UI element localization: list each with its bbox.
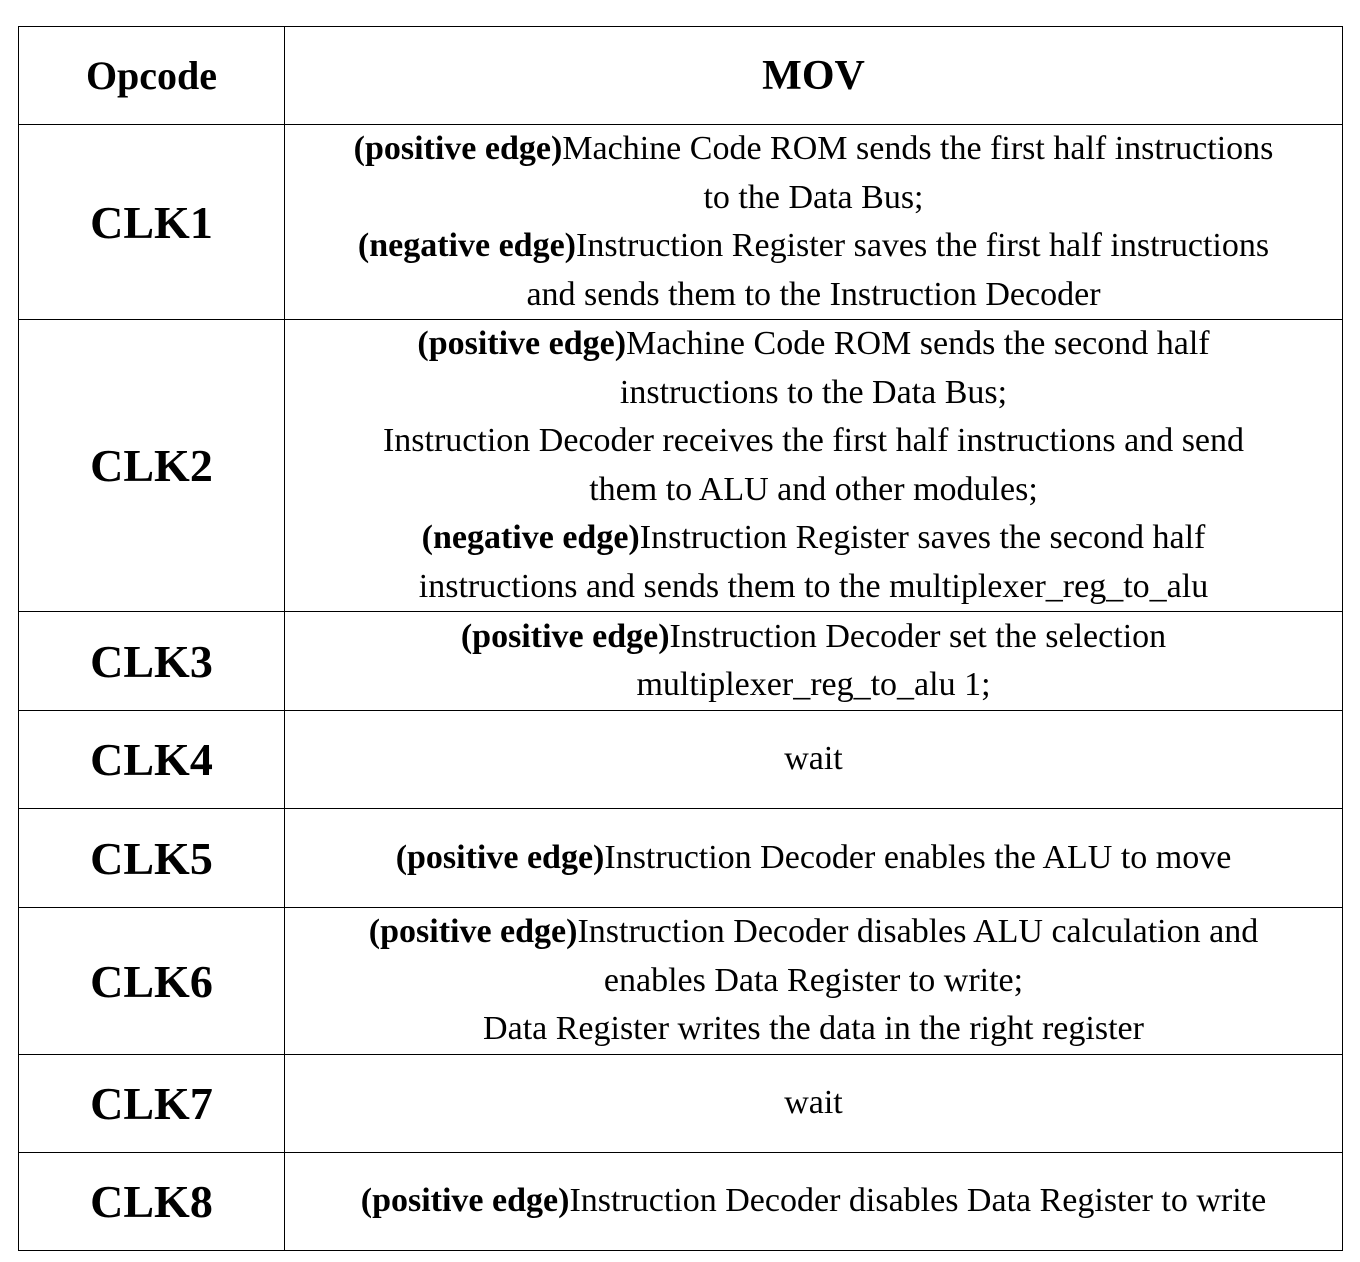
description-line: enables Data Register to write; <box>293 957 1334 1006</box>
description-text: Instruction Decoder disables ALU calcula… <box>577 913 1259 951</box>
description-line: (positive edge)Instruction Decoder enabl… <box>293 834 1334 883</box>
description-line: (positive edge)Machine Code ROM sends th… <box>293 320 1334 369</box>
table-row: CLK2 (positive edge)Machine Code ROM sen… <box>18 319 1343 612</box>
edge-label: (positive edge) <box>360 1182 570 1220</box>
table-row: CLK5 (positive edge)Instruction Decoder … <box>18 808 1343 908</box>
description-line: Instruction Decoder receives the first h… <box>293 417 1334 466</box>
edge-label: (positive edge) <box>353 130 563 167</box>
description-text: Instruction Decoder receives the first h… <box>382 422 1245 459</box>
edge-label: (negative edge) <box>421 519 640 556</box>
description-cell: (positive edge)Instruction Decoder enabl… <box>284 808 1343 908</box>
edge-label: (positive edge) <box>395 838 605 876</box>
description-line: wait <box>293 1079 1334 1128</box>
description-line: (positive edge)Instruction Decoder disab… <box>293 1177 1334 1226</box>
description-text: wait <box>784 740 843 778</box>
clock-cell: CLK5 <box>18 808 285 908</box>
table-row: CLK4 wait <box>18 710 1343 809</box>
table-row: CLK6 (positive edge)Instruction Decoder … <box>18 907 1343 1055</box>
description-text: Instruction Decoder set the selection <box>669 617 1167 655</box>
table-row: CLK8 (positive edge)Instruction Decoder … <box>18 1152 1343 1251</box>
edge-label: (positive edge) <box>460 617 670 655</box>
mov-timing-table: Opcode MOV CLK1 (positive edge)Machine C… <box>18 26 1343 1251</box>
description-line: to the Data Bus; <box>293 174 1334 223</box>
description-line: (negative edge)Instruction Register save… <box>293 222 1334 271</box>
description-line: (positive edge)Instruction Decoder disab… <box>293 908 1334 957</box>
mov-header: MOV <box>284 26 1343 125</box>
description-cell: (positive edge)Machine Code ROM sends th… <box>284 124 1343 320</box>
description-line: instructions to the Data Bus; <box>293 369 1334 418</box>
edge-label: (positive edge) <box>368 913 578 951</box>
table-row: CLK3 (positive edge)Instruction Decoder … <box>18 611 1343 711</box>
description-text: Instruction Register saves the second ha… <box>639 519 1206 556</box>
clock-cell: CLK1 <box>18 124 285 320</box>
clock-cell: CLK7 <box>18 1054 285 1153</box>
description-line: them to ALU and other modules; <box>293 466 1334 515</box>
description-line: Data Register writes the data in the rig… <box>293 1005 1334 1054</box>
clock-cell: CLK2 <box>18 319 285 612</box>
clock-cell: CLK6 <box>18 907 285 1055</box>
description-cell: (positive edge)Instruction Decoder set t… <box>284 611 1343 711</box>
description-text: multiplexer_reg_to_alu 1; <box>636 666 991 703</box>
edge-label: (negative edge) <box>357 227 576 264</box>
description-line: and sends them to the Instruction Decode… <box>293 271 1334 320</box>
description-text: wait <box>784 1084 843 1122</box>
description-line: (negative edge)Instruction Register save… <box>293 514 1334 563</box>
description-text: instructions and sends them to the multi… <box>418 567 1209 605</box>
description-text: instructions to the Data Bus; <box>619 373 1008 411</box>
description-cell: (positive edge)Machine Code ROM sends th… <box>284 319 1343 612</box>
description-text: and sends them to the Instruction Decode… <box>526 275 1101 313</box>
description-line: (positive edge)Machine Code ROM sends th… <box>293 125 1334 174</box>
header-row: Opcode MOV <box>18 26 1343 125</box>
edge-label: (positive edge) <box>417 325 627 362</box>
description-line: (positive edge)Instruction Decoder set t… <box>293 613 1334 662</box>
description-cell: (positive edge)Instruction Decoder disab… <box>284 1152 1343 1251</box>
description-cell: (positive edge)Instruction Decoder disab… <box>284 907 1343 1055</box>
description-text: them to ALU and other modules; <box>589 470 1038 508</box>
description-line: wait <box>293 735 1334 784</box>
table-row: CLK7 wait <box>18 1054 1343 1153</box>
description-text: enables Data Register to write; <box>603 961 1024 999</box>
description-cell: wait <box>284 1054 1343 1153</box>
clock-cell: CLK3 <box>18 611 285 711</box>
clock-cell: CLK4 <box>18 710 285 809</box>
description-text: Machine Code ROM sends the second half <box>626 325 1210 362</box>
clock-cell: CLK8 <box>18 1152 285 1251</box>
description-line: instructions and sends them to the multi… <box>293 563 1334 612</box>
table-row: CLK1 (positive edge)Machine Code ROM sen… <box>18 124 1343 320</box>
description-text: Instruction Register saves the first hal… <box>576 227 1270 264</box>
description-text: to the Data Bus; <box>703 178 924 216</box>
description-text: Machine Code ROM sends the first half in… <box>562 130 1274 167</box>
description-text: Instruction Decoder enables the ALU to m… <box>604 838 1232 876</box>
description-cell: wait <box>284 710 1343 809</box>
description-text: Instruction Decoder disables Data Regist… <box>569 1182 1267 1220</box>
opcode-header: Opcode <box>18 26 285 125</box>
description-line: multiplexer_reg_to_alu 1; <box>293 661 1334 710</box>
description-text: Data Register writes the data in the rig… <box>483 1010 1144 1048</box>
